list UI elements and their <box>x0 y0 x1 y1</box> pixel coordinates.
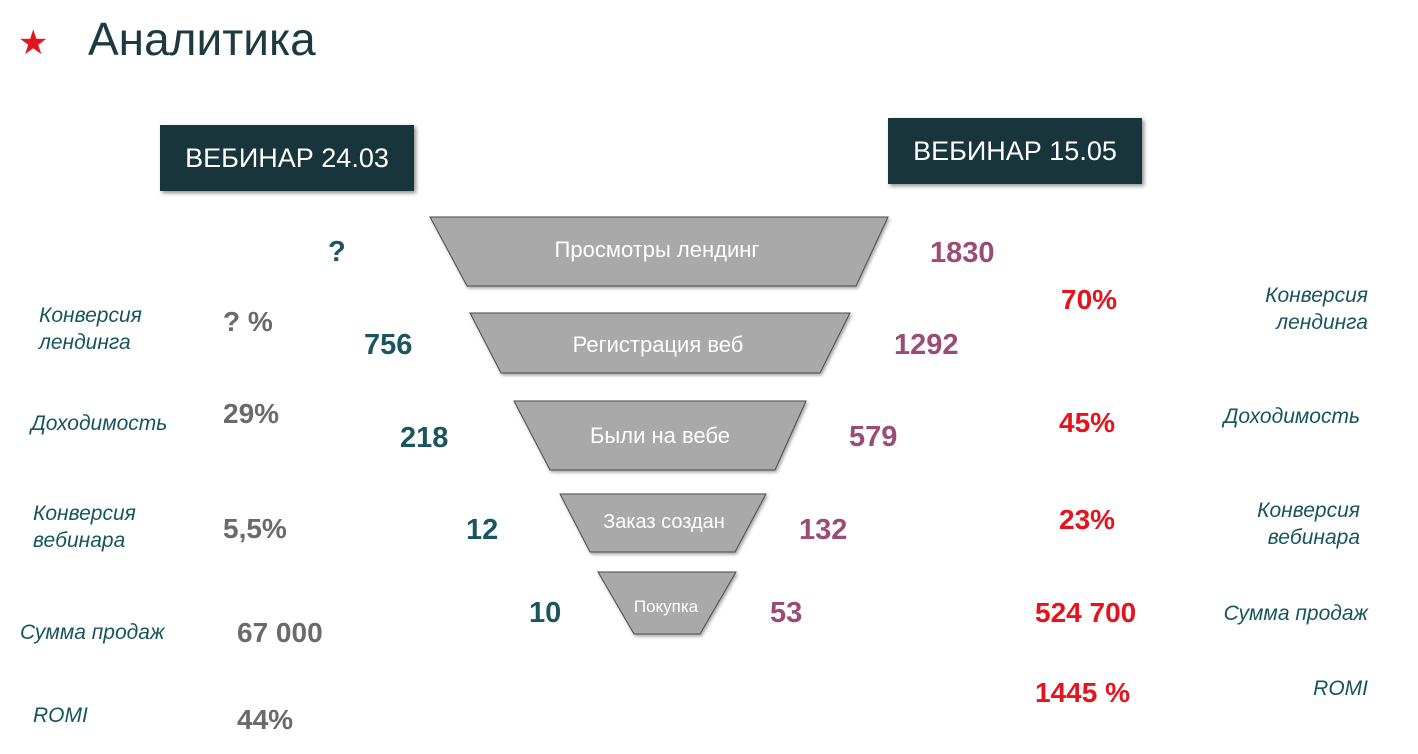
right-metric-label-attendance: Доходимость <box>1223 405 1360 428</box>
funnel-right-value: 579 <box>849 421 898 453</box>
funnel-stage-label: Просмотры лендинг <box>555 237 760 262</box>
funnel-stage-label: Были на вебе <box>590 423 730 448</box>
left-metric-label-sales-sum: Сумма продаж <box>20 621 165 644</box>
webinar-badge-left: ВЕБИНАР 24.03 <box>160 125 414 191</box>
right-metric-value-sales-sum: 524 700 <box>1035 597 1137 628</box>
funnel-left-value: 756 <box>364 329 413 361</box>
star-icon: ★ <box>18 24 49 62</box>
page-title: Аналитика <box>88 13 316 65</box>
webinar-badge-right-label: ВЕБИНАР 15.05 <box>913 135 1117 166</box>
funnel-left-value: 218 <box>400 422 449 454</box>
left-metric-value-romi: 44% <box>237 704 294 735</box>
funnel-right-value: 1830 <box>930 237 995 269</box>
right-metric-value-romi: 1445 % <box>1035 677 1130 708</box>
right-metric-label-landing-conversion: Конверсия лендинга <box>1265 284 1368 334</box>
right-metric-label-romi: ROMI <box>1313 677 1368 700</box>
funnel-stage-5: Покупка <box>597 571 737 635</box>
funnel-stage-label: Регистрация веб <box>573 332 744 357</box>
funnel-stage-2: Регистрация веб <box>469 312 851 374</box>
funnel-left-value: 10 <box>529 597 562 629</box>
right-metric-label-webinar-conversion: Конверсия вебинара <box>1257 499 1360 549</box>
left-metric-label-webinar-conversion: Конверсия вебинара <box>33 502 136 552</box>
right-metric-label-sales-sum: Сумма продаж <box>1223 602 1368 625</box>
left-metric-value-landing-conversion: ? % <box>223 306 273 337</box>
right-metric-value-webinar-conversion: 23% <box>1059 504 1116 535</box>
left-metric-label-romi: ROMI <box>33 704 88 727</box>
funnel-right-value: 53 <box>770 597 803 629</box>
webinar-badge-right: ВЕБИНАР 15.05 <box>888 118 1142 184</box>
left-metric-value-webinar-conversion: 5,5% <box>223 513 287 544</box>
left-metric-label-attendance: Доходимость <box>31 412 168 435</box>
left-metric-value-attendance: 29% <box>223 398 280 429</box>
funnel-stage-3: Были на вебе <box>513 400 807 471</box>
funnel-right-value: 1292 <box>894 329 959 361</box>
funnel-left-value: ? <box>328 236 346 268</box>
funnel-stage-4: Заказ создан <box>559 493 767 553</box>
funnel-left-value: 12 <box>466 514 499 546</box>
left-metric-label-landing-conversion: Конверсия лендинга <box>39 304 142 354</box>
funnel-stage-1: Просмотры лендинг <box>429 216 889 287</box>
webinar-badge-left-label: ВЕБИНАР 24.03 <box>185 142 389 173</box>
funnel-right-value: 132 <box>799 514 848 546</box>
right-metric-value-attendance: 45% <box>1059 407 1116 438</box>
funnel-stage-label: Заказ создан <box>603 511 725 533</box>
right-metric-value-landing-conversion: 70% <box>1061 284 1118 315</box>
left-metric-value-sales-sum: 67 000 <box>237 617 323 648</box>
funnel-stage-label: Покупка <box>634 597 699 616</box>
